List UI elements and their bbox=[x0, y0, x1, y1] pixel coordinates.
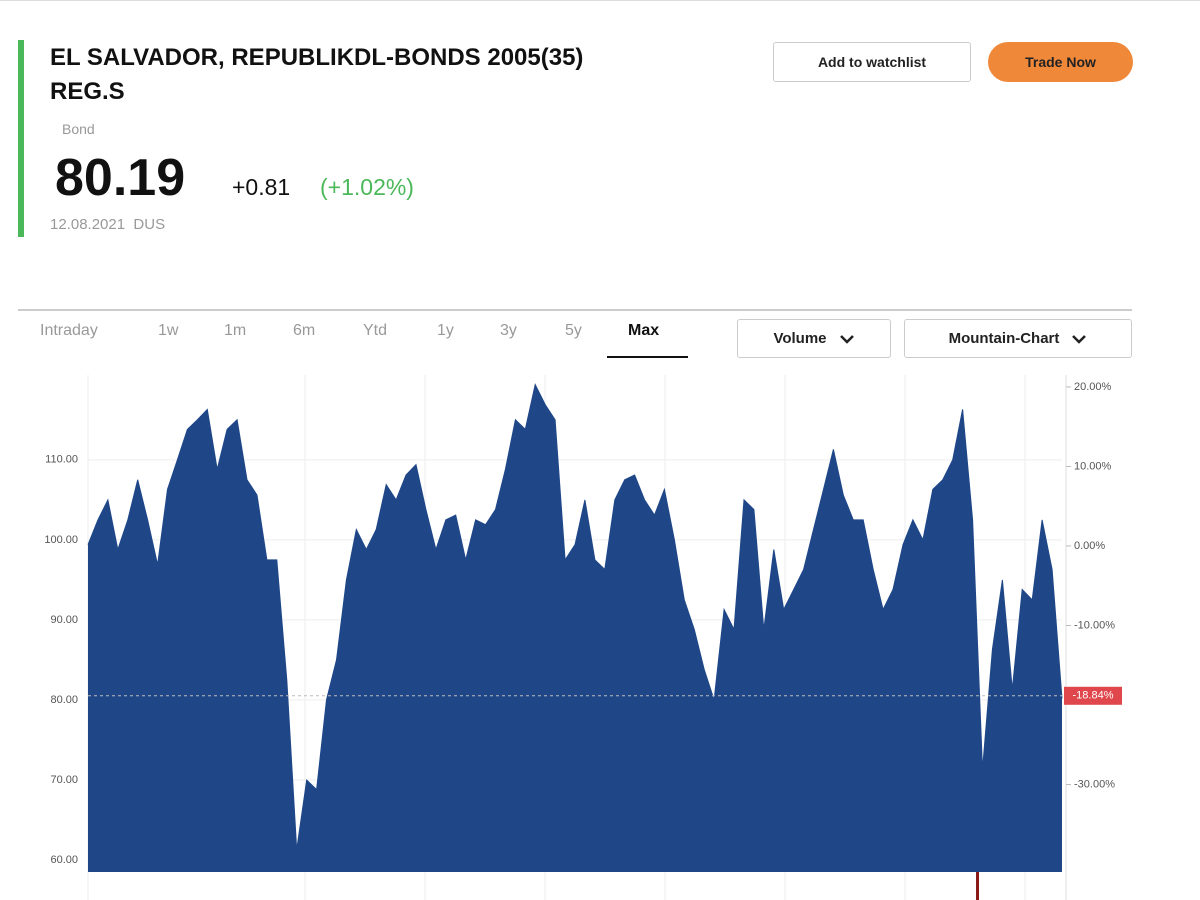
charttype-dropdown[interactable]: Mountain-Chart bbox=[904, 319, 1132, 358]
y2-tick-label: 0.00% bbox=[1074, 540, 1105, 552]
change-pct: (+1.02%) bbox=[320, 174, 414, 200]
y2-tick-label: 10.00% bbox=[1074, 460, 1112, 472]
last-label: -18.84% bbox=[1073, 690, 1114, 702]
price: 80.19 bbox=[55, 149, 186, 207]
volume-bar bbox=[976, 872, 979, 900]
area-fill bbox=[88, 384, 1062, 872]
y-tick-label: 90.00 bbox=[50, 614, 78, 626]
title: EL SALVADOR, REPUBLIKDL-BONDS 2005(35) bbox=[50, 44, 584, 71]
range-tab[interactable]: Ytd bbox=[363, 322, 388, 339]
y-tick-label: 110.00 bbox=[45, 454, 78, 466]
kind: Bond bbox=[62, 121, 95, 137]
last-label-box bbox=[1064, 686, 1122, 705]
range-tab[interactable]: 1y bbox=[437, 322, 454, 339]
dropdown-label: Volume bbox=[773, 330, 827, 347]
range-tab[interactable]: 5y bbox=[565, 322, 582, 339]
date-text: 12.08.2021 bbox=[50, 216, 126, 233]
y-tick-label: 100.00 bbox=[44, 534, 78, 546]
accent-bar bbox=[18, 40, 24, 237]
y-tick-label: 80.00 bbox=[50, 694, 78, 706]
chevron bbox=[1072, 334, 1087, 344]
change: +0.81 bbox=[232, 174, 291, 200]
range-tab[interactable]: Max bbox=[628, 322, 660, 339]
range-tab[interactable]: 3y bbox=[500, 322, 517, 339]
area-line bbox=[87, 383, 1063, 850]
trade-button[interactable]: Trade Now bbox=[988, 42, 1133, 82]
y-tick-label: 60.00 bbox=[50, 854, 78, 866]
y2-tick-label: -30.00% bbox=[1074, 778, 1115, 790]
watchlist-button[interactable]: Add to watchlist bbox=[773, 42, 971, 82]
chevron bbox=[839, 334, 854, 344]
y2-tick-label: -10.00% bbox=[1074, 619, 1115, 631]
range-tab[interactable]: 1w bbox=[158, 322, 179, 339]
exchange: DUS bbox=[133, 216, 166, 233]
top-rule bbox=[0, 0, 1200, 1]
tab-underline bbox=[607, 356, 688, 358]
range-tab[interactable]: Intraday bbox=[40, 322, 98, 339]
range-tab[interactable]: 1m bbox=[224, 322, 247, 339]
title: REG.S bbox=[50, 78, 125, 105]
volume-dropdown[interactable]: Volume bbox=[737, 319, 891, 358]
chart-rule bbox=[18, 309, 1132, 311]
chart: 60.00 70.00 80.00 90.00 100.00 110.00 20.00% 10… bbox=[44, 375, 1122, 900]
date: 12.08.2021 DUS bbox=[50, 216, 165, 233]
y-tick-label: 70.00 bbox=[50, 774, 78, 786]
y2-tick-label: 20.00% bbox=[1074, 381, 1112, 393]
range-tab[interactable]: 6m bbox=[293, 322, 316, 339]
dropdown-label: Mountain-Chart bbox=[948, 330, 1060, 347]
